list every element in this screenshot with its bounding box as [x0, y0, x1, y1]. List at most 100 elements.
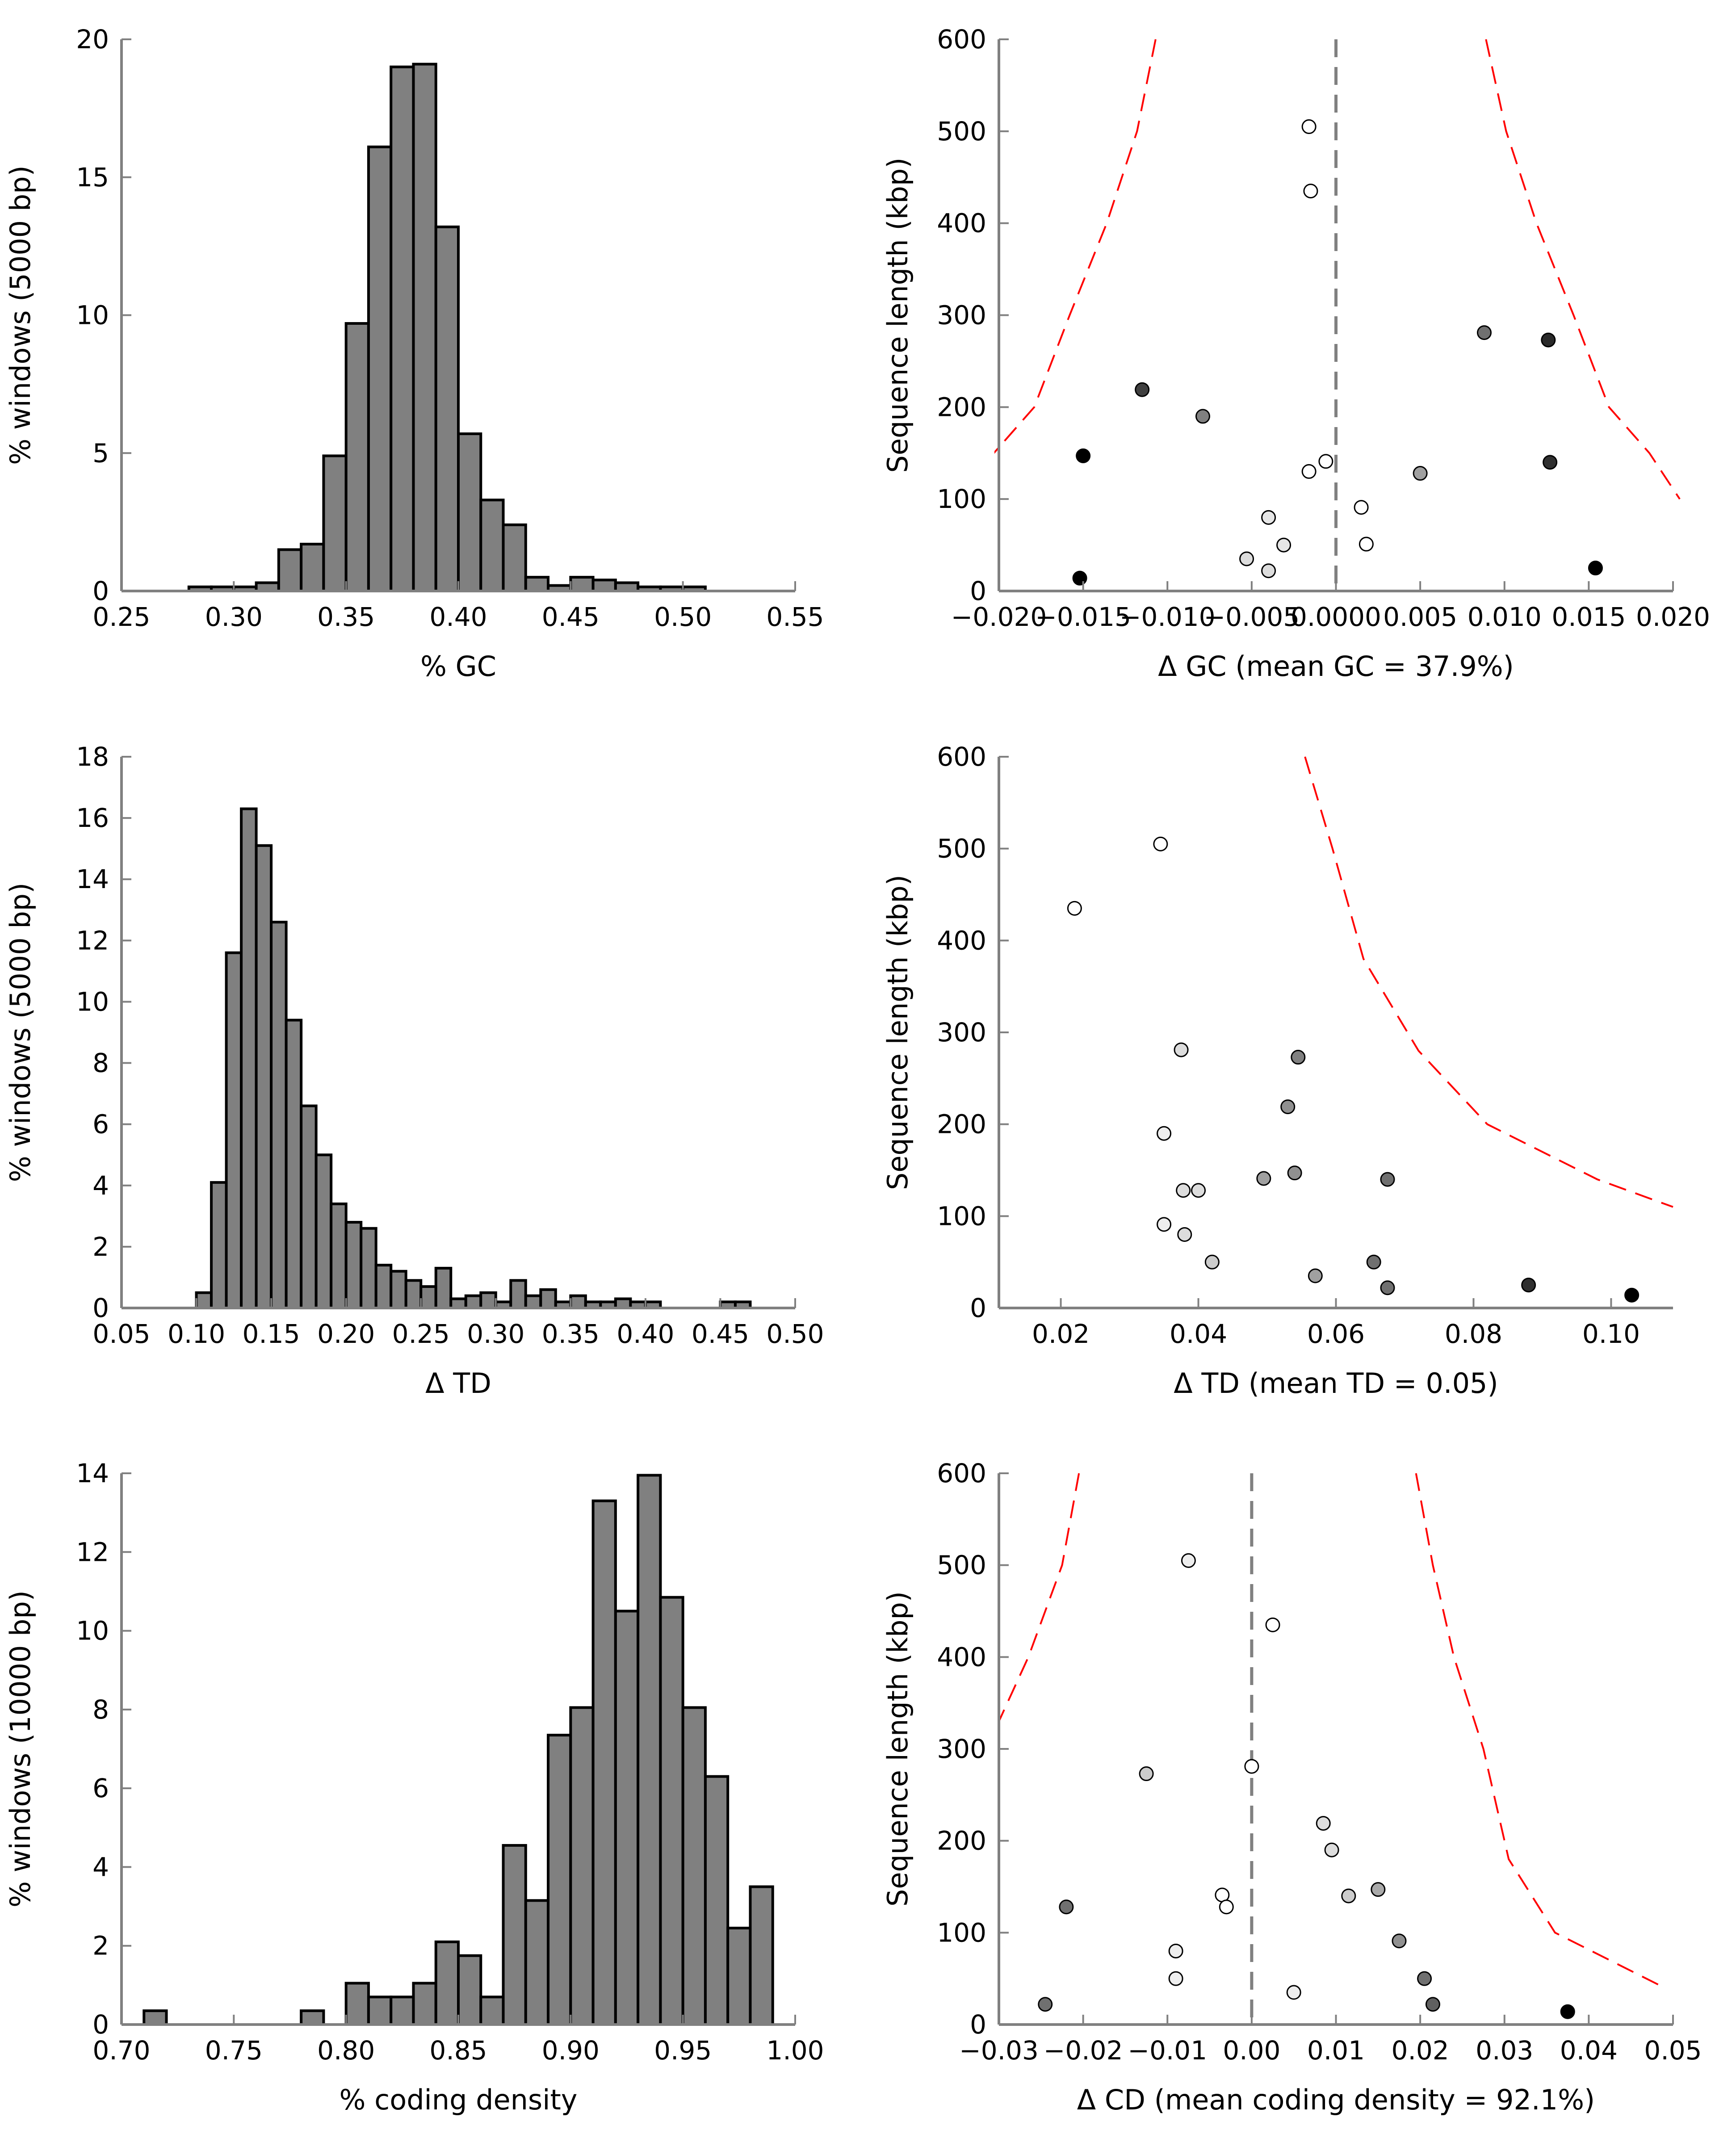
y-tick-label: 300: [937, 300, 986, 331]
threshold-curve: [1485, 39, 1681, 500]
x-axis-title: % GC: [420, 650, 496, 683]
histogram-bar: [255, 844, 273, 1309]
x-tick-label: −0.010: [1120, 602, 1216, 632]
scatter-point: [1287, 1165, 1302, 1181]
threshold-curve: [1415, 1473, 1665, 1989]
histogram-bar: [374, 1264, 393, 1309]
scatter-point: [1059, 1899, 1074, 1915]
chart-panel-1: 0.25 0.30 0.35 0.40 0.45 0.50 0.55 0 5 10 15 20 % GC…: [4, 24, 824, 683]
histogram-bar: [367, 145, 393, 592]
y-tick-label: 14: [76, 1458, 109, 1488]
x-tick-label: 0.02: [1032, 1319, 1090, 1349]
y-tick-label: 5: [92, 438, 109, 468]
histogram-bar: [479, 1291, 497, 1309]
histogram-bar: [314, 1153, 333, 1309]
scatter-point: [1392, 1933, 1407, 1949]
y-tick-label: 10: [76, 300, 109, 331]
x-tick-label: 0.05: [92, 1319, 150, 1349]
scatter-point: [1541, 332, 1556, 348]
histogram-bar: [569, 1294, 587, 1310]
histogram-bar: [464, 1294, 482, 1310]
scatter-point: [1280, 1099, 1296, 1115]
scatter-point: [1265, 1617, 1280, 1632]
histogram-bar: [390, 65, 415, 592]
x-tick-label: 0.02: [1392, 2035, 1449, 2066]
scatter-point: [1244, 1759, 1259, 1774]
histogram-bar: [614, 1610, 640, 2026]
x-tick-label: 0.08: [1445, 1319, 1502, 1349]
x-tick-label: 0.40: [429, 602, 487, 632]
chart-panel-4: 0.02 0.04 0.06 0.08 0.10 0 100 200 300 400 500 600 Δ…: [881, 742, 1673, 1400]
histogram-bar: [419, 1285, 437, 1310]
scatter-point: [1261, 510, 1276, 525]
histogram-bar: [502, 1844, 527, 2026]
y-tick-label: 10: [76, 986, 109, 1017]
x-tick-label: 0.40: [616, 1319, 674, 1349]
histogram-bar: [285, 1019, 303, 1310]
x-tick-label: 0.04: [1560, 2035, 1618, 2066]
scatter-point: [1291, 1050, 1306, 1065]
y-axis-title: % windows (10000 bp): [4, 1590, 37, 1907]
y-tick-label: 500: [937, 116, 986, 147]
scatter-point: [1316, 1816, 1331, 1831]
x-tick-label: −0.015: [1035, 602, 1131, 632]
threshold-curve: [998, 1473, 1080, 1722]
y-tick-label: 14: [76, 864, 109, 894]
threshold-curve: [1304, 756, 1673, 1208]
y-tick-label: 300: [937, 1734, 986, 1764]
histogram-bar: [434, 1940, 460, 2026]
scatter-point: [1359, 537, 1374, 552]
scatter-point: [1624, 1287, 1640, 1303]
histogram-bar: [434, 1266, 453, 1309]
y-tick-label: 8: [92, 1048, 109, 1078]
histogram-bar: [704, 1775, 730, 2026]
y-tick-label: 6: [92, 1109, 109, 1140]
y-axis-title: Sequence length (kbp): [881, 875, 914, 1190]
scatter-point: [1067, 901, 1082, 916]
x-tick-label: 0.0000: [1291, 602, 1381, 632]
y-tick-label: 400: [937, 925, 986, 956]
y-tick-label: 200: [937, 1826, 986, 1856]
histogram-bar: [240, 807, 258, 1309]
scatter-point: [1177, 1227, 1192, 1242]
x-tick-label: 0.45: [692, 1319, 749, 1349]
histogram-bar: [614, 1297, 632, 1310]
scatter-point: [1588, 561, 1603, 576]
histogram-bar: [210, 1181, 228, 1309]
histogram-bar: [726, 1927, 752, 2026]
histogram-bar: [569, 1706, 595, 2026]
histogram-bar: [143, 2009, 168, 2026]
x-tick-label: 0.06: [1307, 1319, 1365, 1349]
threshold-curve: [994, 39, 1157, 454]
histogram-bar: [479, 1995, 505, 2026]
x-tick-label: 0.30: [467, 1319, 524, 1349]
y-tick-label: 15: [76, 162, 109, 193]
y-tick-label: 600: [937, 24, 986, 54]
x-tick-label: 0.00: [1223, 2035, 1280, 2066]
y-tick-label: 8: [92, 1694, 109, 1725]
scatter-point: [1276, 537, 1292, 553]
histogram-bar: [344, 322, 370, 592]
histogram-bar: [225, 951, 243, 1310]
y-tick-label: 100: [937, 484, 986, 514]
scatter-point: [1354, 500, 1369, 515]
histogram-bar: [367, 1995, 393, 2026]
y-tick-label: 2: [92, 1931, 109, 1961]
histogram-bar: [195, 1291, 213, 1309]
histogram-bar: [270, 921, 288, 1309]
y-tick-label: 600: [937, 742, 986, 772]
histogram-bar: [524, 576, 550, 592]
y-tick-label: 100: [937, 1201, 986, 1231]
chart-panel-6: −0.03 −0.02 −0.01 0.00 0.01 0.02 0.03 0.04 0.05 0…: [881, 1458, 1702, 2116]
x-tick-label: 0.85: [429, 2035, 487, 2066]
x-tick-label: 0.20: [317, 1319, 375, 1349]
scatter-point: [1038, 1997, 1053, 2012]
scatter-point: [1219, 1899, 1234, 1915]
x-tick-label: 0.04: [1170, 1319, 1227, 1349]
histogram-bar: [524, 1899, 550, 2026]
x-tick-label: 0.55: [766, 602, 824, 632]
x-axis-title: Δ TD: [425, 1367, 491, 1400]
histogram-bar: [524, 1294, 542, 1310]
y-axis-title: Sequence length (kbp): [881, 1591, 914, 1907]
histogram-bar: [457, 432, 482, 593]
